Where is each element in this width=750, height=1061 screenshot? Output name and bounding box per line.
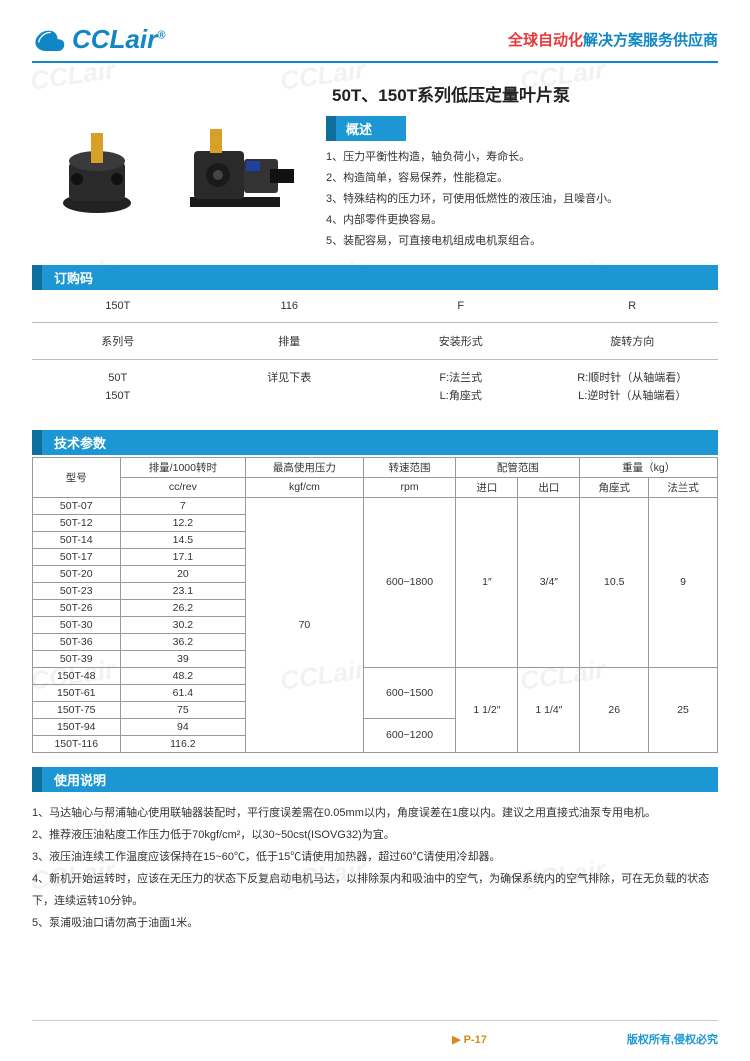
- usage-item: 1、马达轴心与帮浦轴心使用联轴器装配时，平行度误差需在0.05mm以内，角度误差…: [32, 802, 718, 824]
- order-cell: 安装形式: [375, 323, 547, 360]
- cell: 50T-07: [33, 497, 121, 514]
- usage-item: 2、推荐液压油粘度工作压力低于70kgf/cm²，以30~50cst(ISOVG…: [32, 824, 718, 846]
- cell: 25: [649, 667, 718, 752]
- cell: 12.2: [120, 514, 246, 531]
- overview-item: 5、装配容易，可直接电机组成电机泵组合。: [326, 231, 718, 252]
- overview-section: 概述 1、压力平衡性构造，轴负荷小，寿命长。 2、构造简单，容易保养，性能稳定。…: [326, 116, 718, 251]
- col-speed-unit: rpm: [363, 477, 456, 497]
- cell: 30.2: [120, 616, 246, 633]
- copyright: 版权所有,侵权必究: [627, 1031, 718, 1047]
- brand-name: CCLair®: [72, 24, 165, 55]
- cell: 150T-61: [33, 684, 121, 701]
- cell: 50T-30: [33, 616, 121, 633]
- cell: 1″: [456, 497, 518, 667]
- usage-item: 4、新机开始运转时，应该在无压力的状态下反复启动电机马达，以排除泵内和吸油中的空…: [32, 868, 718, 912]
- col-press: 最高使用压力: [246, 457, 364, 477]
- cell: 150T-94: [33, 718, 121, 735]
- col-outlet: 出口: [518, 477, 580, 497]
- cell: 23.1: [120, 582, 246, 599]
- col-disp: 排量/1000转时: [120, 457, 246, 477]
- specs-table: 型号 排量/1000转时 最高使用压力 转速范围 配管范围 重量（kg） cc/…: [32, 457, 718, 753]
- cell: 26: [580, 667, 649, 752]
- cell: 48.2: [120, 667, 246, 684]
- order-cell: 排量: [204, 323, 376, 360]
- cell: 50T-20: [33, 565, 121, 582]
- col-disp-unit: cc/rev: [120, 477, 246, 497]
- cell: 36.2: [120, 633, 246, 650]
- cell: 116.2: [120, 735, 246, 752]
- cell: 61.4: [120, 684, 246, 701]
- cell: 150T-116: [33, 735, 121, 752]
- cell: 20: [120, 565, 246, 582]
- usage-item: 5、泵浦吸油口请勿高于油面1米。: [32, 912, 718, 934]
- cell: 1 1/2″: [456, 667, 518, 752]
- col-inlet: 进口: [456, 477, 518, 497]
- cell: 10.5: [580, 497, 649, 667]
- overview-heading: 概述: [326, 116, 406, 141]
- cell: 150T-48: [33, 667, 121, 684]
- cell: 1 1/4″: [518, 667, 580, 752]
- cell: 17.1: [120, 548, 246, 565]
- order-cell: 详见下表: [204, 360, 376, 415]
- cell: 600~1200: [363, 718, 456, 752]
- order-cell: 系列号: [32, 323, 204, 360]
- product-title: 50T、150T系列低压定量叶片泵: [332, 81, 718, 106]
- page-number: P-17: [452, 1033, 487, 1046]
- page-footer: P-17 版权所有,侵权必究: [0, 1031, 750, 1047]
- cell: 94: [120, 718, 246, 735]
- order-cell: 50T 150T: [32, 360, 204, 415]
- cell: 75: [120, 701, 246, 718]
- cell: 39: [120, 650, 246, 667]
- cell: 50T-26: [33, 599, 121, 616]
- order-cell: R: [547, 290, 719, 323]
- cell: 50T-39: [33, 650, 121, 667]
- overview-item: 3、特殊结构的压力环，可使用低燃性的液压油，且噪音小。: [326, 189, 718, 210]
- col-foot: 角座式: [580, 477, 649, 497]
- order-code-heading: 订购码: [32, 265, 718, 290]
- cell: 600~1500: [363, 667, 456, 718]
- cell: 7: [120, 497, 246, 514]
- tagline: 全球自动化解决方案服务供应商: [508, 29, 718, 50]
- specs-heading: 技术参数: [32, 430, 718, 455]
- cell: 14.5: [120, 531, 246, 548]
- cell: 50T-23: [33, 582, 121, 599]
- product-images: [32, 116, 312, 251]
- brand-logo: CCLair®: [32, 24, 165, 55]
- overview-item: 2、构造简单，容易保养，性能稳定。: [326, 168, 718, 189]
- usage-list: 1、马达轴心与帮浦轴心使用联轴器装配时，平行度误差需在0.05mm以内，角度误差…: [32, 802, 718, 934]
- col-speed: 转速范围: [363, 457, 456, 477]
- col-weight: 重量（kg）: [580, 457, 718, 477]
- cell: 150T-75: [33, 701, 121, 718]
- logo-icon: [32, 26, 66, 54]
- order-cell: F:法兰式 L:角座式: [375, 360, 547, 415]
- col-pipe: 配管范围: [456, 457, 580, 477]
- pump-image-2: [170, 121, 300, 221]
- cell: 600~1800: [363, 497, 456, 667]
- order-code-table: 150T 116 F R 系列号 排量 安装形式 旋转方向 50T 150T 详…: [32, 290, 718, 415]
- overview-item: 4、内部零件更换容易。: [326, 210, 718, 231]
- order-cell: 116: [204, 290, 376, 323]
- cell: 50T-36: [33, 633, 121, 650]
- page-header: CCLair® 全球自动化解决方案服务供应商: [32, 24, 718, 55]
- order-cell: R:顺时针（从轴端看） L:逆时针（从轴端看）: [547, 360, 719, 415]
- order-cell: 旋转方向: [547, 323, 719, 360]
- col-model: 型号: [33, 457, 121, 497]
- col-press-unit: kgf/cm: [246, 477, 364, 497]
- cell: 50T-17: [33, 548, 121, 565]
- cell: 50T-12: [33, 514, 121, 531]
- usage-heading: 使用说明: [32, 767, 718, 792]
- usage-item: 3、液压油连续工作温度应该保持在15~60℃，低于15℃请使用加热器，超过60℃…: [32, 846, 718, 868]
- overview-item: 1、压力平衡性构造，轴负荷小，寿命长。: [326, 147, 718, 168]
- order-cell: F: [375, 290, 547, 323]
- col-flange: 法兰式: [649, 477, 718, 497]
- cell: 70: [246, 497, 364, 752]
- overview-list: 1、压力平衡性构造，轴负荷小，寿命长。 2、构造简单，容易保养，性能稳定。 3、…: [326, 147, 718, 251]
- pump-image-1: [42, 121, 152, 221]
- cell: 50T-14: [33, 531, 121, 548]
- cell: 26.2: [120, 599, 246, 616]
- cell: 3/4″: [518, 497, 580, 667]
- order-cell: 150T: [32, 290, 204, 323]
- cell: 9: [649, 497, 718, 667]
